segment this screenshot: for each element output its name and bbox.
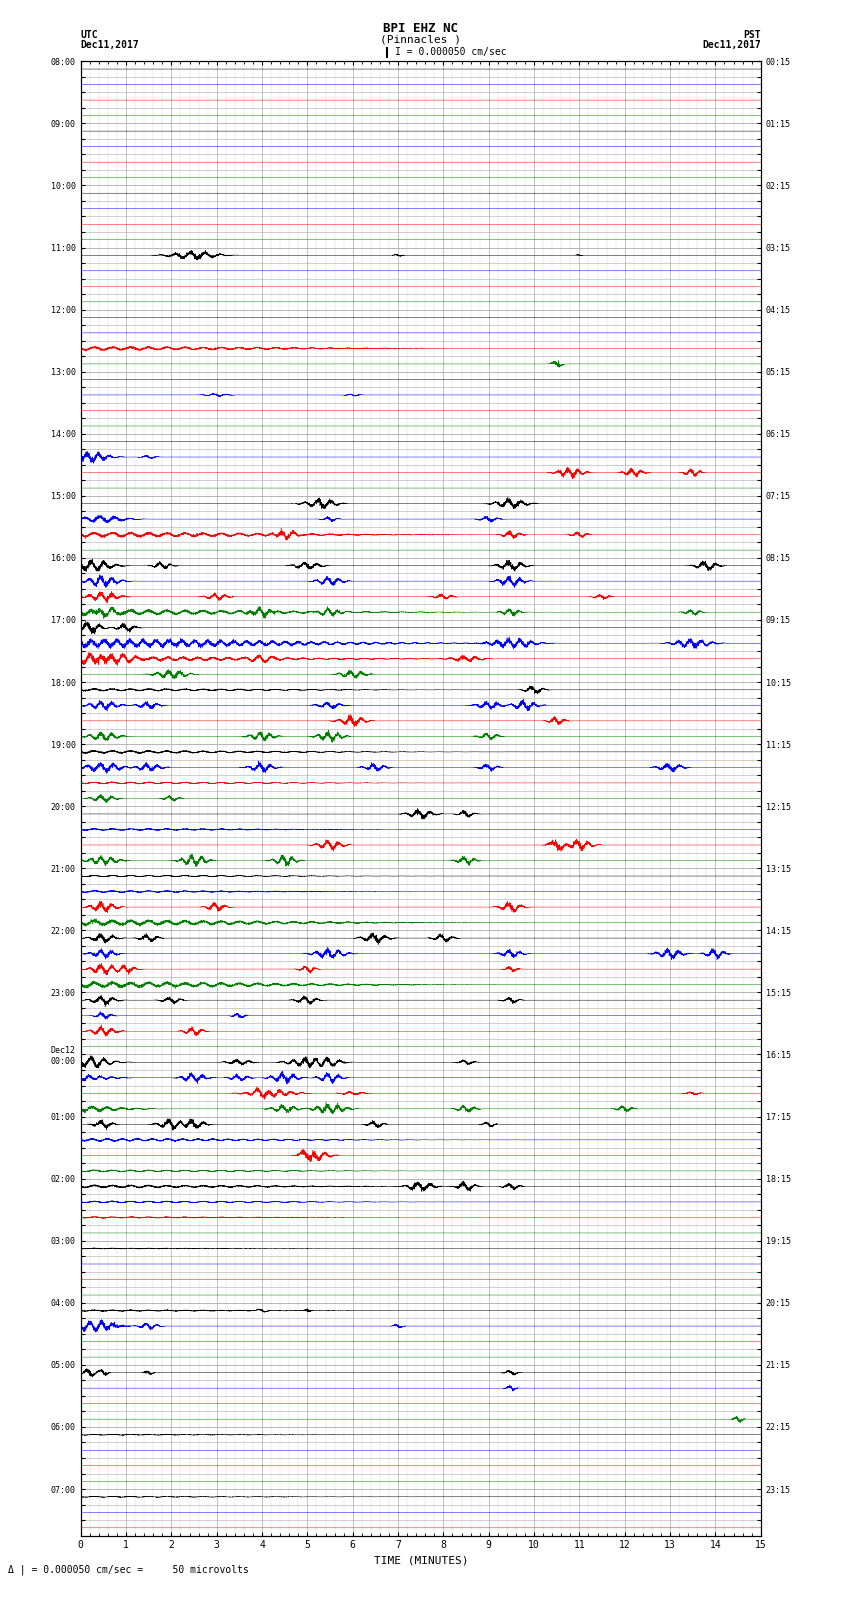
- Text: UTC: UTC: [81, 31, 99, 40]
- Text: Dec11,2017: Dec11,2017: [81, 40, 139, 50]
- Text: BPI EHZ NC: BPI EHZ NC: [383, 21, 458, 35]
- Text: (Pinnacles ): (Pinnacles ): [380, 34, 462, 44]
- X-axis label: TIME (MINUTES): TIME (MINUTES): [373, 1557, 468, 1566]
- Text: Δ | = 0.000050 cm/sec =     50 microvolts: Δ | = 0.000050 cm/sec = 50 microvolts: [8, 1565, 249, 1576]
- Text: PST: PST: [743, 31, 761, 40]
- Text: I = 0.000050 cm/sec: I = 0.000050 cm/sec: [395, 47, 507, 58]
- Text: Dec11,2017: Dec11,2017: [702, 40, 761, 50]
